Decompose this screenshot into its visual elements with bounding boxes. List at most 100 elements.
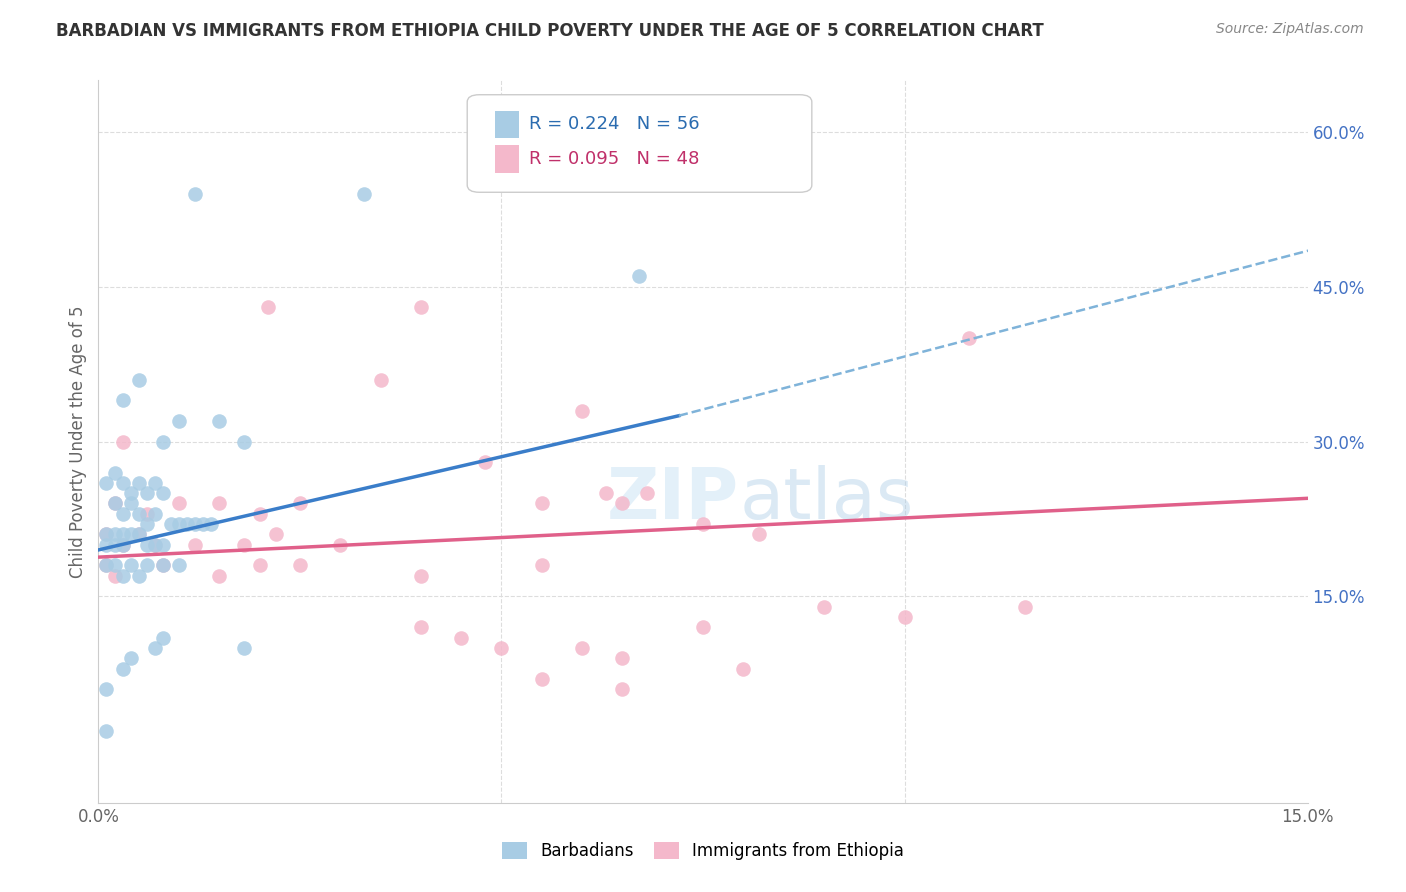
- Point: [96, 558, 118, 573]
- Point: [176, 517, 198, 532]
- Point: [612, 651, 634, 665]
- Point: [167, 414, 190, 428]
- Point: [288, 558, 311, 573]
- Point: [595, 486, 617, 500]
- Point: [152, 558, 174, 573]
- Point: [160, 517, 183, 532]
- Point: [612, 496, 634, 510]
- Point: [208, 414, 231, 428]
- Point: [571, 640, 593, 655]
- Point: [103, 538, 125, 552]
- Point: [103, 496, 125, 510]
- Point: [128, 568, 150, 582]
- Point: [128, 475, 150, 490]
- Point: [120, 651, 142, 665]
- Point: [143, 538, 166, 552]
- Point: [184, 186, 207, 201]
- Legend: Barbadians, Immigrants from Ethiopia: Barbadians, Immigrants from Ethiopia: [495, 835, 911, 867]
- Point: [232, 538, 254, 552]
- Point: [256, 301, 278, 315]
- Point: [167, 558, 190, 573]
- Point: [636, 486, 658, 500]
- Point: [96, 682, 118, 697]
- Bar: [495, 111, 519, 138]
- Point: [288, 496, 311, 510]
- Point: [96, 527, 118, 541]
- Point: [111, 475, 134, 490]
- Point: [152, 434, 174, 449]
- Point: [96, 558, 118, 573]
- Point: [627, 269, 650, 284]
- Point: [128, 527, 150, 541]
- Point: [208, 568, 231, 582]
- Point: [111, 568, 134, 582]
- Point: [232, 640, 254, 655]
- Point: [111, 538, 134, 552]
- Point: [893, 610, 915, 624]
- Point: [748, 527, 770, 541]
- Point: [96, 527, 118, 541]
- Point: [813, 599, 835, 614]
- Point: [530, 672, 553, 686]
- Point: [128, 373, 150, 387]
- Point: [409, 301, 432, 315]
- Point: [249, 558, 271, 573]
- Point: [103, 466, 125, 480]
- Point: [491, 640, 513, 655]
- Point: [152, 486, 174, 500]
- Point: [167, 496, 190, 510]
- Point: [111, 538, 134, 552]
- Point: [111, 662, 134, 676]
- FancyBboxPatch shape: [467, 95, 811, 193]
- Text: R = 0.224   N = 56: R = 0.224 N = 56: [529, 115, 700, 133]
- Point: [111, 434, 134, 449]
- Point: [143, 538, 166, 552]
- Point: [692, 517, 714, 532]
- Point: [232, 434, 254, 449]
- Point: [208, 496, 231, 510]
- Point: [135, 558, 157, 573]
- Text: Source: ZipAtlas.com: Source: ZipAtlas.com: [1216, 22, 1364, 37]
- Point: [370, 373, 392, 387]
- Point: [96, 538, 118, 552]
- Point: [530, 496, 553, 510]
- Point: [193, 517, 215, 532]
- Point: [200, 517, 222, 532]
- Point: [530, 558, 553, 573]
- Point: [264, 527, 287, 541]
- Bar: [495, 145, 519, 173]
- Point: [1014, 599, 1036, 614]
- Text: atlas: atlas: [740, 465, 914, 533]
- Point: [103, 558, 125, 573]
- Point: [135, 517, 157, 532]
- Text: ZIP: ZIP: [607, 465, 740, 533]
- Point: [135, 507, 157, 521]
- Point: [167, 517, 190, 532]
- Point: [184, 538, 207, 552]
- Point: [249, 507, 271, 521]
- Point: [120, 486, 142, 500]
- Point: [111, 507, 134, 521]
- Point: [152, 558, 174, 573]
- Point: [111, 527, 134, 541]
- Point: [103, 568, 125, 582]
- Point: [96, 723, 118, 738]
- Point: [571, 403, 593, 417]
- Point: [111, 393, 134, 408]
- Point: [128, 507, 150, 521]
- Text: BARBADIAN VS IMMIGRANTS FROM ETHIOPIA CHILD POVERTY UNDER THE AGE OF 5 CORRELATI: BARBADIAN VS IMMIGRANTS FROM ETHIOPIA CH…: [56, 22, 1045, 40]
- Point: [120, 527, 142, 541]
- Point: [474, 455, 496, 469]
- Point: [409, 568, 432, 582]
- Point: [152, 631, 174, 645]
- Point: [353, 186, 375, 201]
- Point: [103, 527, 125, 541]
- Point: [135, 538, 157, 552]
- Point: [957, 331, 980, 345]
- Point: [143, 507, 166, 521]
- Point: [450, 631, 472, 645]
- Point: [409, 620, 432, 634]
- Point: [103, 496, 125, 510]
- Text: R = 0.095   N = 48: R = 0.095 N = 48: [529, 150, 699, 168]
- Point: [692, 620, 714, 634]
